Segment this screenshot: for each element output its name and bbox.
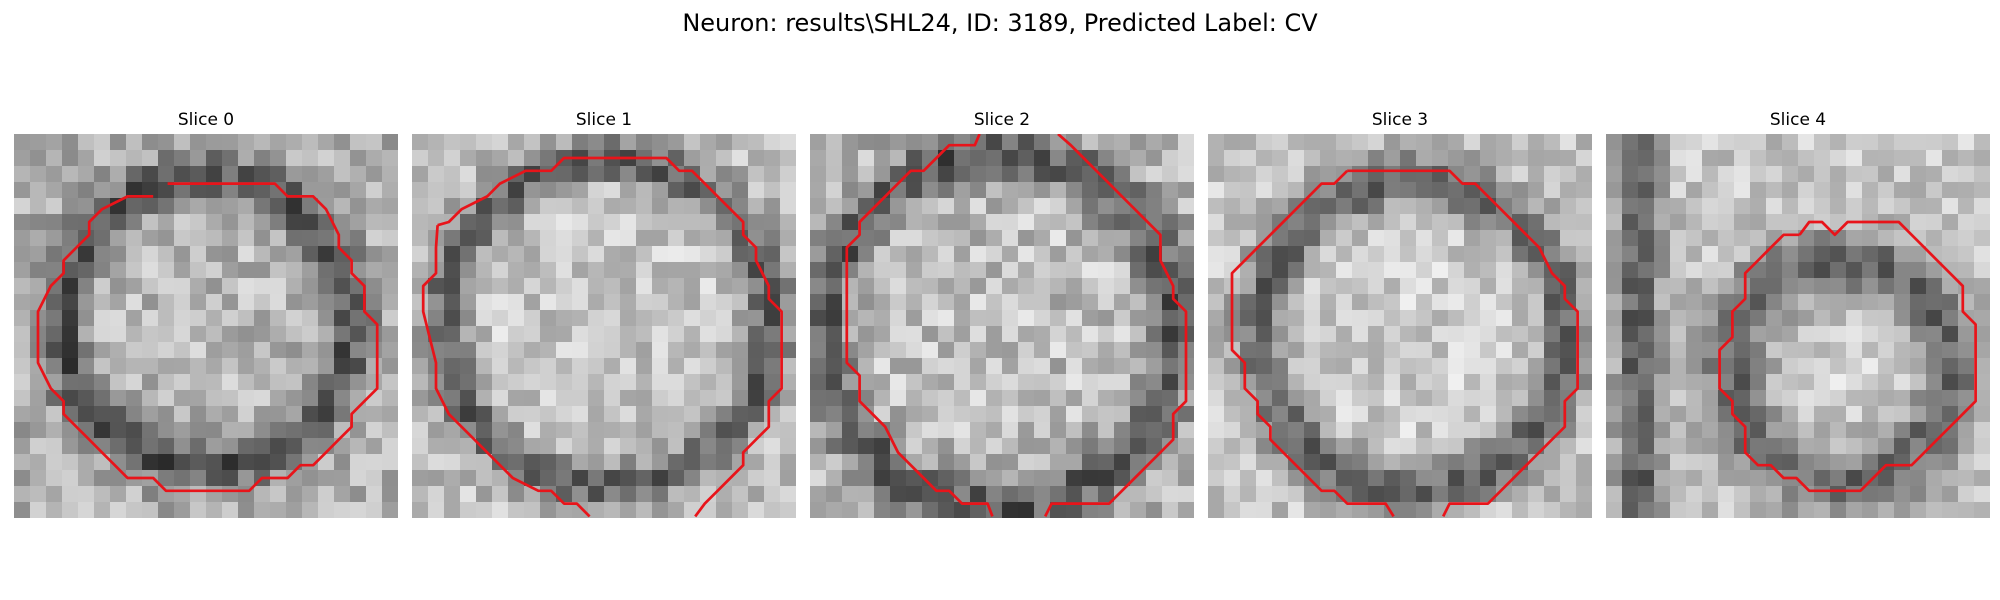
contour-line [421,225,591,518]
slice-panel-3: Slice 3 [1208,108,1592,520]
slice-title: Slice 1 [575,110,633,130]
slice-panel-0: Slice 0 [14,108,398,520]
slice-panel-2: Slice 2 [810,108,1194,520]
contour-line [538,156,783,518]
slice-image-1 [412,134,796,518]
contour-line [36,182,379,493]
slice-image-2 [810,134,1194,518]
slice-title: Slice 4 [1769,110,1827,130]
contour-line [437,169,539,227]
slice-panel-4: Slice 4 [1606,108,1990,520]
figure-title: Neuron: results\SHL24, ID: 3189, Predict… [682,9,1318,37]
contour-line [1230,169,1395,518]
contour-line [1718,220,1977,493]
slice-image-3 [1208,134,1592,518]
contour-line [1043,134,1188,518]
contour-line [1347,169,1579,518]
slice-image-0 [14,134,398,518]
slice-panel-1: Slice 1 [412,108,796,520]
slice-title: Slice 2 [973,110,1031,130]
slice-title: Slice 3 [1371,110,1429,130]
slice-title: Slice 0 [177,110,235,130]
contour-line [845,134,994,517]
slice-image-4 [1606,134,1990,518]
